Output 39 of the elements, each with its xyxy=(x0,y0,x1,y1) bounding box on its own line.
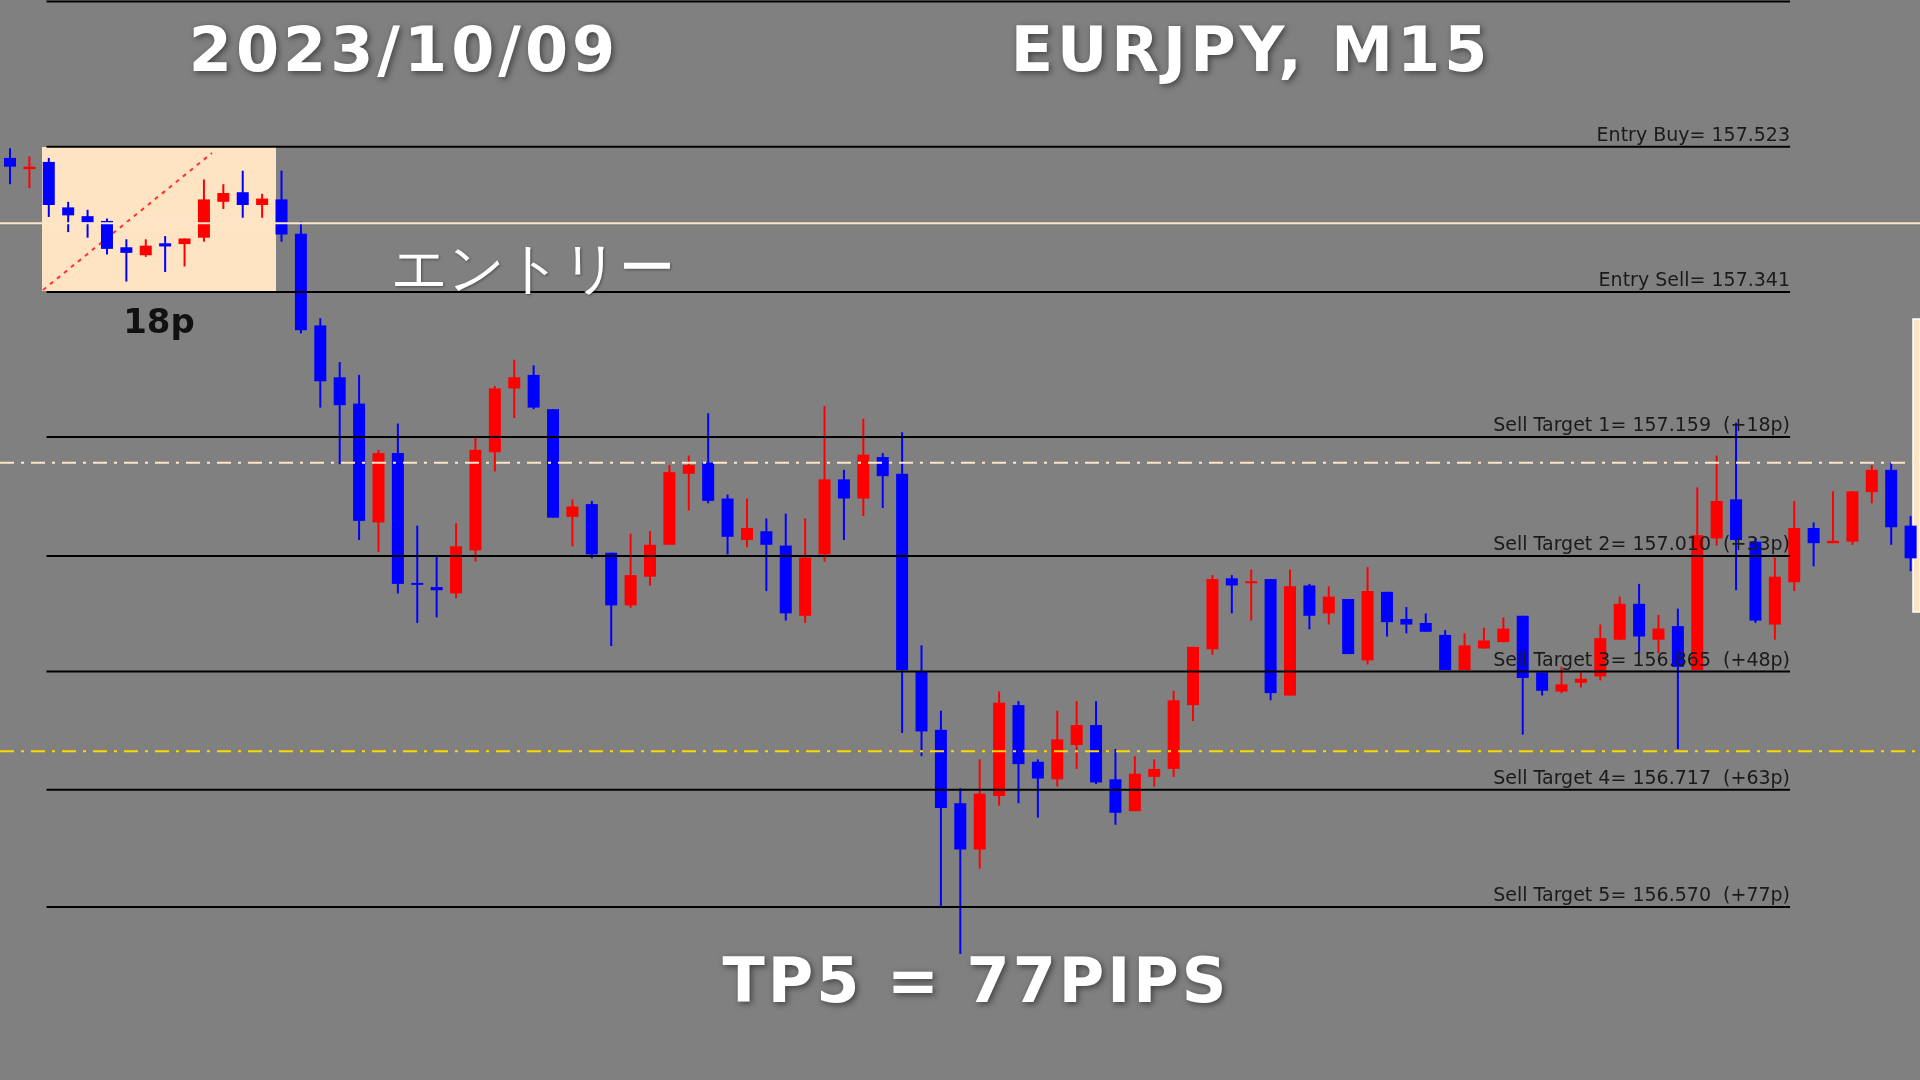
candlestick xyxy=(256,192,269,219)
candlestick xyxy=(120,238,133,283)
candlestick xyxy=(1419,612,1432,633)
candlestick xyxy=(837,468,850,541)
candlestick xyxy=(159,235,172,273)
candlestick xyxy=(876,452,889,510)
candlestick xyxy=(411,524,424,624)
candlestick xyxy=(1807,521,1820,568)
candlestick xyxy=(508,358,521,419)
ref-line-label: Sell Target 4= 156.717 (+63p) xyxy=(1493,765,1791,788)
candlestick xyxy=(1070,700,1083,770)
candlestick xyxy=(760,517,773,593)
ref-line-label: Sell Target 5= 156.570 (+77p) xyxy=(1493,882,1791,905)
candlestick xyxy=(1865,464,1878,505)
candlestick xyxy=(236,169,249,219)
candlestick xyxy=(1497,616,1510,644)
ref-line-label: Entry Buy= 157.523 xyxy=(1596,122,1791,145)
annotation: TP5 = 77PIPS xyxy=(722,943,1230,1017)
candlestick xyxy=(430,554,443,619)
chart-title: 2023/10/09 xyxy=(188,12,620,86)
annotation: エントリー xyxy=(391,234,675,302)
candlestick xyxy=(1148,758,1161,788)
annotation: 18p xyxy=(123,301,195,341)
candlestick xyxy=(81,208,94,239)
candlestick xyxy=(566,498,579,548)
candlestick xyxy=(1225,574,1238,615)
chart-subtitle: EURJPY, M15 xyxy=(1010,12,1492,86)
candlestick xyxy=(1400,606,1413,635)
candlestick xyxy=(1031,758,1044,819)
candlestick xyxy=(740,497,753,549)
candlestick xyxy=(682,454,695,512)
ref-line-label: Entry Sell= 157.341 xyxy=(1598,267,1791,290)
candlestick xyxy=(217,183,230,210)
ref-line-label: Sell Target 1= 157.159 (+18p) xyxy=(1493,413,1791,436)
candlestick xyxy=(1322,585,1335,626)
candlestick xyxy=(62,200,75,234)
candlestick xyxy=(178,237,191,268)
candlestick xyxy=(4,147,16,186)
candlestick xyxy=(1245,568,1258,622)
